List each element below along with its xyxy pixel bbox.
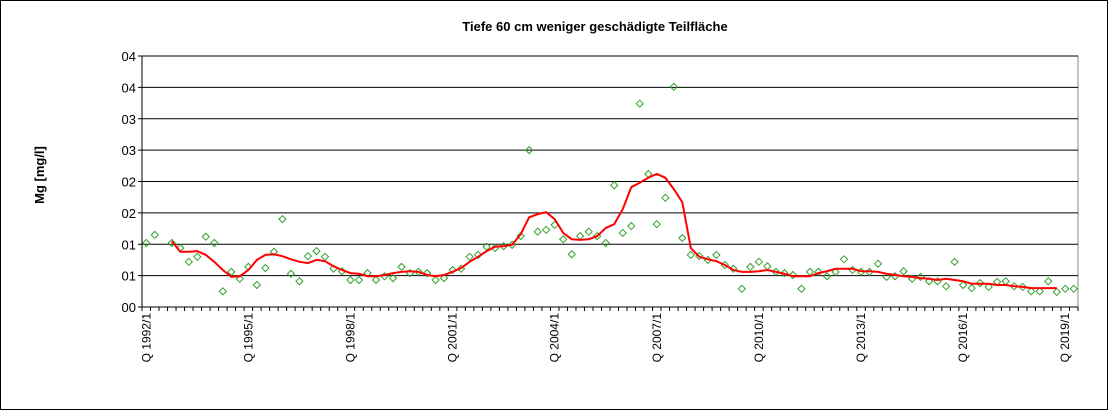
data-point: [839, 255, 849, 264]
data-point: [1069, 284, 1078, 294]
data-point: [227, 267, 236, 277]
data-point: [627, 221, 636, 231]
data-point: [831, 267, 840, 277]
x-tick-label: Q 2013/1: [854, 313, 868, 363]
data-point: [303, 251, 313, 261]
data-point: [780, 268, 789, 278]
data-point: [397, 262, 406, 272]
data-point: [346, 275, 355, 285]
data-point: [235, 274, 245, 283]
x-tick-label: Q 1998/1: [343, 313, 357, 363]
y-tick-label: 00: [122, 300, 136, 315]
data-point: [1052, 287, 1061, 297]
data-point: [167, 238, 176, 248]
y-tick-label: 03: [122, 112, 136, 127]
data-point: [967, 283, 976, 293]
data-point: [558, 235, 568, 244]
data-point: [218, 287, 228, 296]
data-point: [439, 273, 449, 283]
data-point: [882, 272, 891, 282]
trend-line: [171, 172, 1057, 290]
data-point: [899, 267, 908, 276]
data-point: [533, 227, 542, 236]
x-tick-label: Q 1992/1: [139, 313, 153, 363]
y-tick-label: 01: [122, 237, 136, 252]
data-point: [371, 275, 381, 285]
data-point: [797, 284, 806, 294]
data-point: [567, 250, 576, 259]
data-point: [312, 246, 321, 256]
data-point: [958, 280, 968, 290]
data-point: [950, 257, 959, 267]
data-point: [354, 275, 364, 285]
data-point: [822, 272, 832, 281]
data-point: [941, 282, 951, 291]
data-point: [473, 250, 483, 260]
data-point: [1044, 277, 1053, 286]
y-tick-label: 02: [122, 175, 136, 190]
data-point: [1035, 287, 1044, 296]
data-point: [278, 214, 287, 224]
x-tick-label: Q 2004/1: [548, 313, 562, 363]
data-point: [252, 280, 262, 290]
data-point: [601, 238, 610, 248]
data-point: [1061, 284, 1070, 294]
data-point: [210, 238, 219, 248]
x-tick-label: Q 2016/1: [956, 313, 970, 363]
data-point: [686, 250, 696, 260]
data-point: [788, 270, 798, 280]
data-point: [142, 238, 151, 248]
data-point: [661, 193, 670, 203]
data-point: [431, 275, 440, 285]
y-axis-title: Mg [mg/l]: [32, 146, 47, 204]
x-tick-label: Q 2010/1: [752, 313, 766, 363]
x-tick-label: Q 2019/1: [1058, 313, 1072, 363]
data-point: [184, 257, 194, 267]
data-point: [746, 262, 755, 272]
data-point: [873, 259, 883, 268]
x-tick-label: Q 2007/1: [650, 313, 664, 363]
data-point: [286, 269, 296, 278]
data-point: [610, 181, 619, 190]
y-tick-label: 04: [122, 80, 136, 95]
data-point: [448, 265, 457, 275]
data-point: [516, 231, 525, 241]
data-point: [916, 272, 925, 282]
data-point: [618, 228, 627, 238]
data-point: [261, 263, 270, 273]
data-point: [635, 99, 644, 108]
x-tick-label: Q 2001/1: [446, 313, 460, 363]
y-tick-label: 04: [122, 49, 136, 64]
data-point: [388, 273, 398, 283]
data-point: [524, 145, 534, 155]
data-point: [754, 257, 764, 267]
data-point: [422, 268, 432, 278]
data-point: [652, 219, 662, 229]
data-point: [678, 233, 687, 243]
data-point: [584, 227, 593, 236]
data-point: [1026, 287, 1036, 296]
data-point: [541, 225, 551, 235]
data-point: [975, 278, 985, 288]
data-point: [737, 284, 747, 294]
data-point: [712, 250, 721, 260]
data-point: [193, 252, 202, 262]
data-point: [507, 240, 517, 250]
data-point: [984, 282, 993, 292]
data-point: [150, 230, 159, 240]
data-point: [669, 82, 679, 91]
y-tick-label: 03: [122, 143, 136, 158]
data-point: [295, 277, 304, 286]
chart-title: Tiefe 60 cm weniger geschädigte Teilfläc…: [462, 19, 727, 34]
data-point: [814, 267, 823, 277]
y-tick-label: 01: [122, 269, 136, 284]
data-point: [465, 252, 474, 262]
y-tick-label: 02: [122, 206, 136, 221]
data-point: [201, 232, 211, 241]
x-tick-label: Q 1995/1: [241, 313, 255, 363]
